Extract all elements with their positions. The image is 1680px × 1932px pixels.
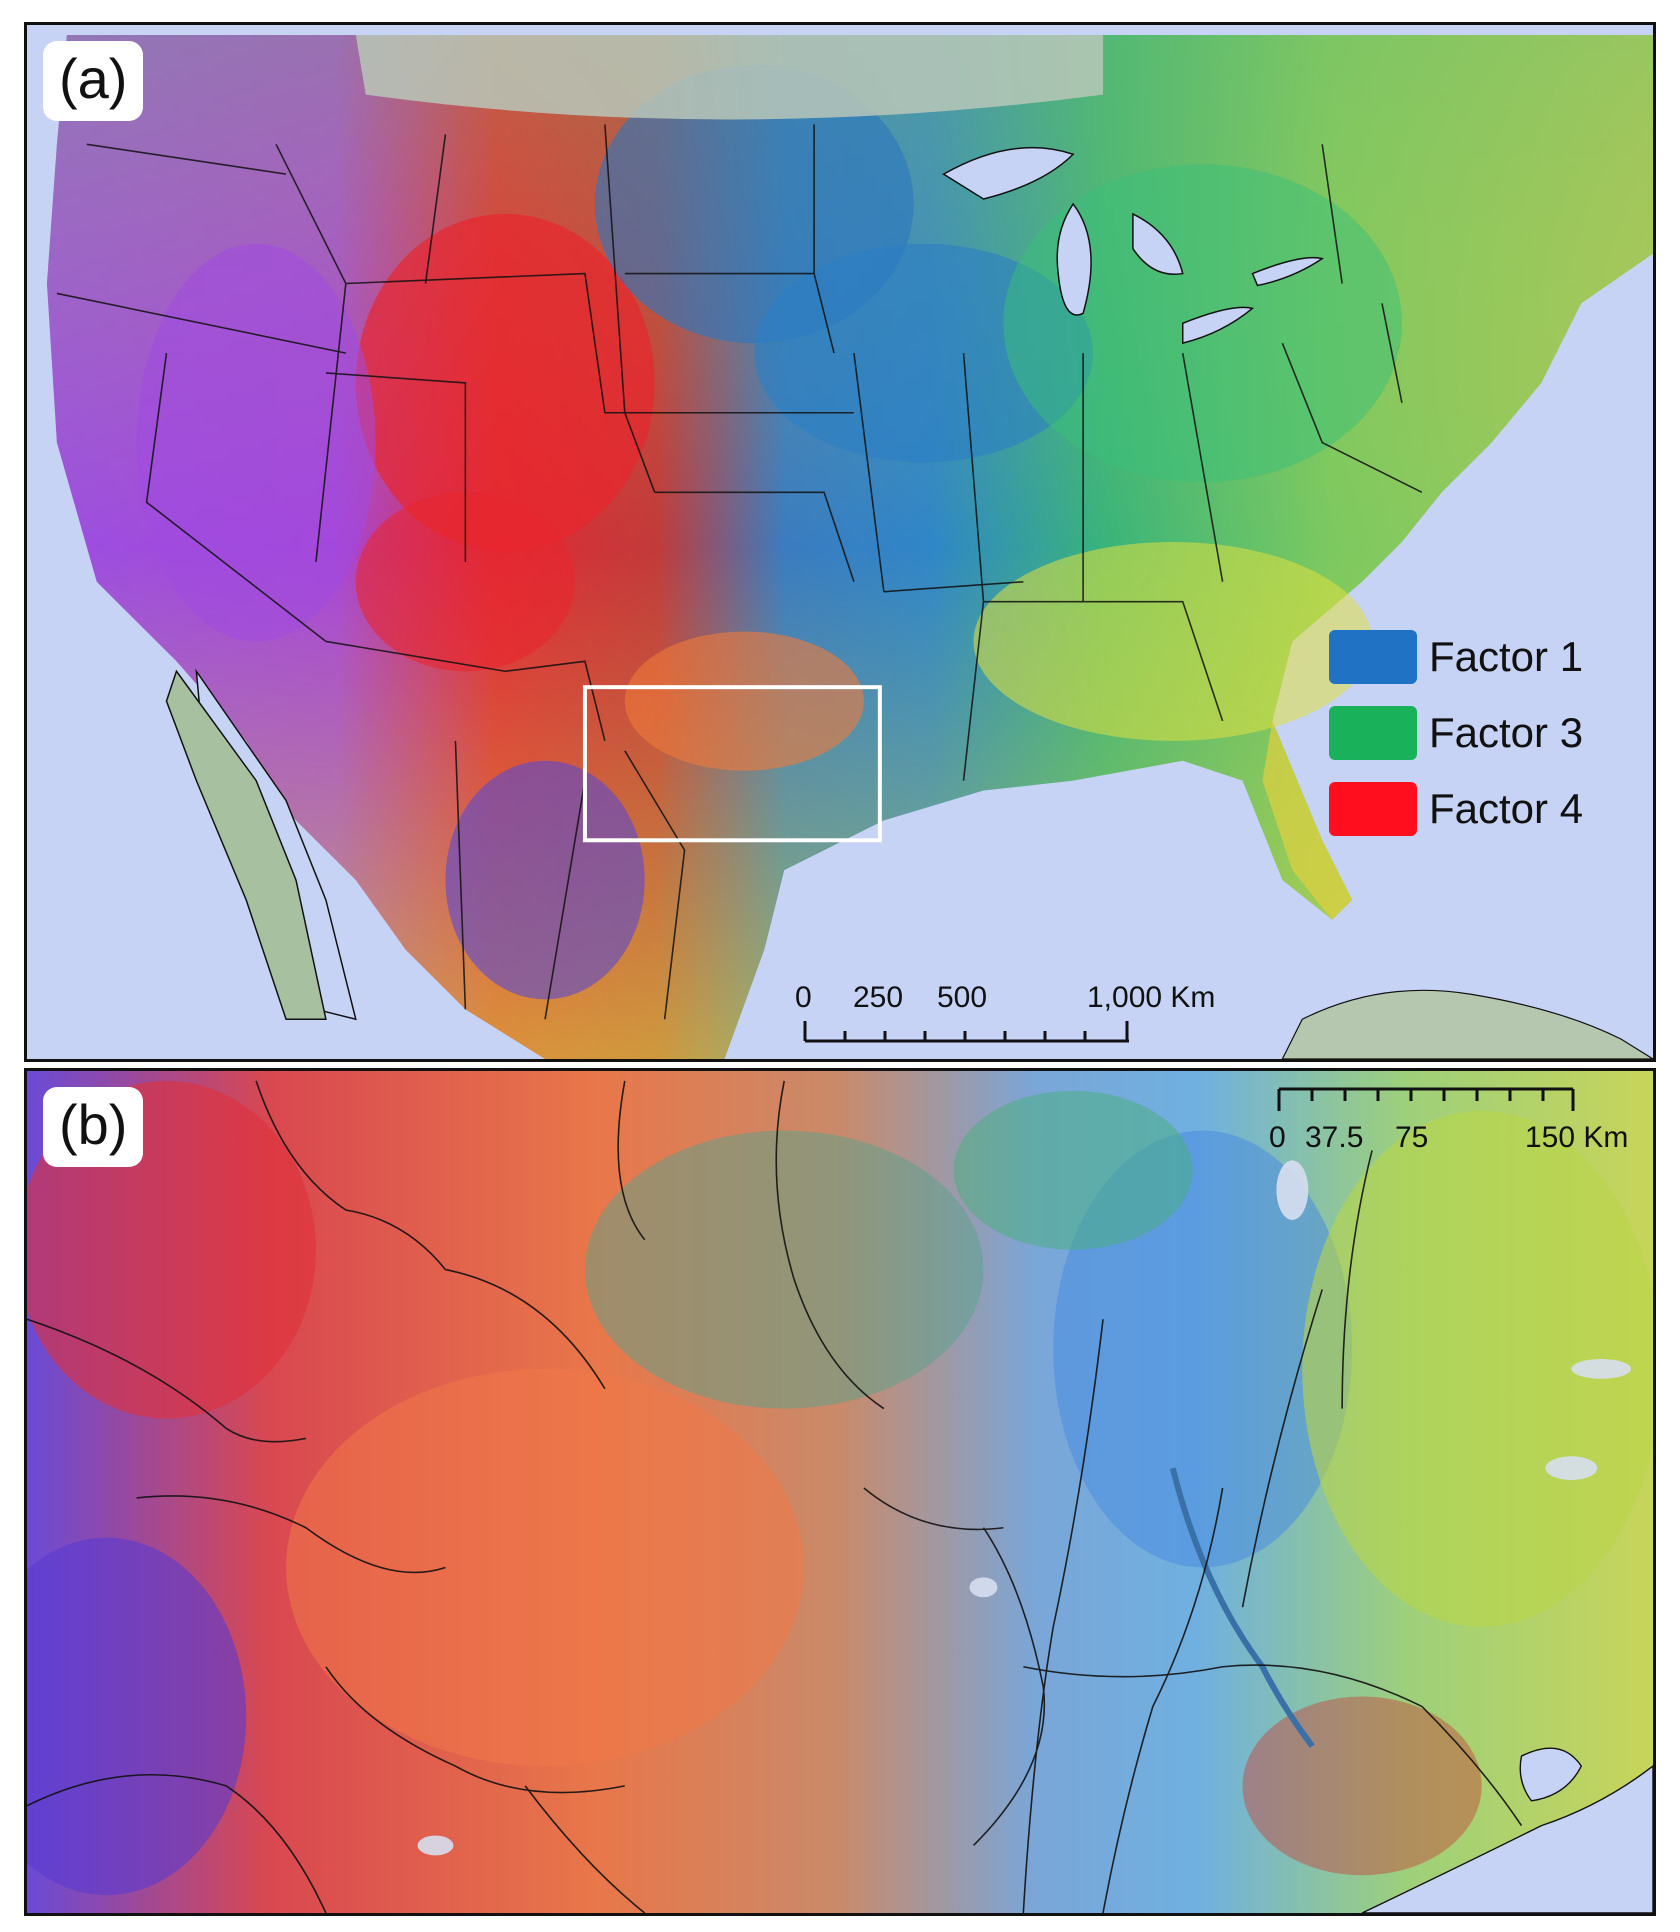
state-boundaries bbox=[56, 124, 1423, 1020]
inset-extent-box bbox=[582, 685, 882, 843]
scale-a-tick-500: 500 bbox=[937, 981, 988, 1014]
scale-b-tick-37-5: 37.5 bbox=[1305, 1121, 1364, 1154]
legend-label-factor-4: Factor 4 bbox=[1429, 785, 1584, 832]
great-lakes bbox=[942, 146, 1325, 345]
caribbean-islands bbox=[1281, 989, 1653, 1059]
panel-a-map: (a) Factor 1 Factor 3 Factor 4 0 250 500… bbox=[24, 22, 1656, 1062]
scale-a-tick-250: 250 bbox=[853, 981, 904, 1014]
river bbox=[1169, 1467, 1315, 1748]
legend-label-factor-1: Factor 1 bbox=[1429, 633, 1584, 680]
north-america-map bbox=[46, 34, 1653, 1059]
legend-swatch-factor-3 bbox=[1329, 706, 1417, 760]
inset-region-map bbox=[27, 1071, 1653, 1913]
scale-b-tick-75: 75 bbox=[1395, 1121, 1429, 1154]
factor-legend: Factor 1 Factor 3 Factor 4 bbox=[1329, 619, 1583, 847]
legend-item-factor-4: Factor 4 bbox=[1329, 771, 1583, 847]
legend-item-factor-1: Factor 1 bbox=[1329, 619, 1583, 695]
scale-bar-b bbox=[1277, 1085, 1577, 1125]
legend-label-factor-3: Factor 3 bbox=[1429, 709, 1584, 756]
scale-b-tick-150: 150 Km bbox=[1525, 1121, 1629, 1154]
legend-swatch-factor-1 bbox=[1329, 630, 1417, 684]
bay bbox=[1519, 1747, 1583, 1802]
scale-a-tick-1000: 1,000 Km bbox=[1087, 981, 1216, 1014]
scale-bar-a-graphic bbox=[803, 1021, 1129, 1043]
legend-item-factor-3: Factor 3 bbox=[1329, 695, 1583, 771]
scale-b-tick-0: 0 bbox=[1269, 1121, 1286, 1154]
panel-b-label: (b) bbox=[43, 1087, 144, 1167]
panel-b-map: (b) 0 37.5 75 150 Km bbox=[24, 1068, 1656, 1916]
county-boundaries bbox=[27, 1080, 1523, 1913]
scale-a-tick-0: 0 bbox=[795, 981, 812, 1014]
gulf-coast bbox=[1361, 1765, 1653, 1913]
scale-bar-b-graphic bbox=[1277, 1087, 1575, 1111]
panel-a-label: (a) bbox=[43, 41, 144, 121]
legend-swatch-factor-4 bbox=[1329, 782, 1417, 836]
canada-shaded-area bbox=[355, 34, 1104, 120]
scale-bar-a bbox=[803, 985, 1133, 1045]
